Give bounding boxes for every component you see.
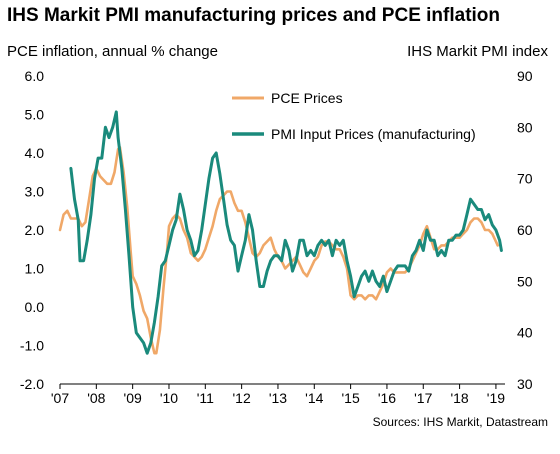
right-tick-label: 80 [517, 119, 533, 135]
x-tick-label: '07 [51, 390, 69, 406]
x-tick-label: '17 [414, 390, 432, 406]
x-tick-label: '11 [197, 390, 214, 406]
x-tick-label: '08 [87, 390, 105, 406]
left-tick-label: 1.0 [25, 261, 45, 277]
x-tick-label: '18 [450, 390, 468, 406]
right-tick-label: 40 [517, 325, 533, 341]
legend: PCE Prices PMI Input Prices (manufacturi… [232, 90, 476, 142]
left-tick-label: -1.0 [20, 338, 44, 354]
x-tick-label: '13 [269, 390, 287, 406]
legend-label-pce: PCE Prices [271, 90, 343, 106]
x-tick-label: '14 [305, 390, 323, 406]
left-tick-label: -2.0 [20, 376, 44, 392]
left-tick-label: 4.0 [25, 145, 45, 161]
x-tick-label: '16 [378, 390, 396, 406]
left-axis-label: PCE inflation, annual % change [7, 43, 218, 60]
left-tick-label: 2.0 [25, 222, 45, 238]
source-note: Sources: IHS Markit, Datastream [372, 415, 548, 429]
right-tick-label: 90 [517, 68, 533, 84]
ticks-layer: 6.0 5.0 4.0 3.0 2.0 1.0 0.0 -1.0 -2.0 90 80 70 60 50 4… [20, 68, 533, 406]
left-tick-label: 6.0 [25, 68, 45, 84]
x-tick-label: '15 [341, 390, 359, 406]
left-tick-label: 3.0 [25, 184, 45, 200]
left-tick-label: 5.0 [25, 107, 45, 123]
x-tick-label: '19 [487, 390, 505, 406]
series-layer [58, 110, 503, 355]
series-line-pce [58, 145, 499, 355]
right-tick-label: 30 [517, 376, 533, 392]
x-tick-label: '10 [160, 390, 178, 406]
right-tick-label: 70 [517, 171, 533, 187]
right-axis-label: IHS Markit PMI index [407, 43, 548, 60]
chart-title: IHS Markit PMI manufacturing prices and … [7, 5, 501, 26]
legend-label-pmi: PMI Input Prices (manufacturing) [271, 126, 476, 142]
right-tick-label: 60 [517, 222, 533, 238]
x-tick-label: '12 [233, 390, 251, 406]
right-tick-label: 50 [517, 273, 533, 289]
left-tick-label: 0.0 [25, 299, 45, 315]
series-line-pmi [69, 110, 503, 355]
x-tick-label: '09 [124, 390, 142, 406]
